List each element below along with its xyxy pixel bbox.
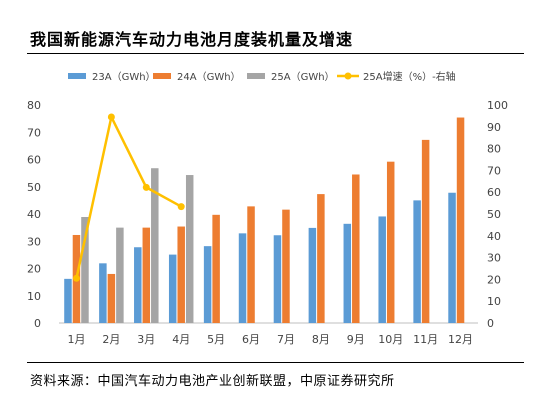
- legend-label: 25A增速（%）-右轴: [363, 70, 456, 83]
- bar: [238, 233, 247, 323]
- y-right-tick-label: 0: [487, 317, 494, 330]
- y-left-tick-label: 50: [27, 181, 41, 194]
- bar: [421, 139, 430, 323]
- bar: [247, 206, 255, 323]
- x-tick-label: 10月: [378, 333, 403, 346]
- y-right-tick-label: 70: [487, 164, 501, 177]
- y-right-tick-label: 50: [487, 208, 501, 221]
- growth-line-path: [75, 115, 182, 279]
- chart-title: 我国新能源汽车动力电池月度装机量及增速: [30, 30, 354, 49]
- x-tick-label: 4月: [172, 333, 190, 346]
- bar: [413, 200, 421, 323]
- bar: [308, 227, 317, 323]
- bar: [343, 223, 352, 323]
- y-left-tick-label: 30: [27, 235, 41, 248]
- bar: [448, 192, 456, 323]
- bar: [116, 227, 124, 323]
- legend-swatch: [153, 73, 171, 79]
- x-tick-label: 3月: [137, 333, 155, 346]
- growth-point: [72, 274, 80, 282]
- x-tick-label: 6月: [242, 333, 260, 346]
- y-right-tick-label: 80: [487, 143, 501, 156]
- x-tick-label: 1月: [67, 333, 85, 346]
- growth-line: [72, 113, 185, 282]
- y-right-tick-label: 100: [487, 99, 508, 112]
- bar: [134, 247, 142, 323]
- x-tick-label: 2月: [102, 333, 120, 346]
- bar: [386, 161, 395, 323]
- y-left-tick-label: 60: [27, 154, 41, 167]
- bar: [282, 209, 290, 323]
- bar: [273, 235, 282, 323]
- bar: [107, 273, 116, 323]
- source-rule: [27, 362, 524, 363]
- y-right-tick-label: 20: [487, 273, 501, 286]
- legend: 23A（GWh） 24A（GWh） 25A（GWh） 25A增速（%）-右轴: [68, 70, 456, 83]
- x-tick-label: 12月: [448, 333, 473, 346]
- bar: [203, 246, 212, 323]
- y-right-tick-label: 90: [487, 121, 501, 134]
- growth-point: [177, 203, 185, 211]
- bar: [81, 216, 89, 323]
- x-tick-label: 7月: [277, 333, 295, 346]
- y-right-tick-label: 30: [487, 252, 501, 265]
- title-rule: [27, 53, 524, 54]
- bar: [378, 216, 386, 323]
- bar: [177, 226, 185, 323]
- x-tick-label: 9月: [347, 333, 365, 346]
- bar: [142, 227, 151, 323]
- bar: [99, 263, 107, 323]
- bar: [212, 214, 220, 323]
- bar: [64, 278, 72, 323]
- growth-point: [142, 183, 150, 191]
- growth-point: [107, 113, 115, 121]
- bar: [352, 174, 360, 323]
- x-tick-label: 11月: [413, 333, 438, 346]
- y-left-tick-label: 20: [27, 263, 41, 276]
- y-right-tick-label: 60: [487, 186, 501, 199]
- y-left-tick-label: 0: [34, 317, 41, 330]
- axes: 0 10 20 30 40 50 60 70 80 0 10 20 30 40 50 60 70 80 90 100 1…: [27, 99, 508, 346]
- legend-swatch: [68, 73, 86, 79]
- y-left-tick-label: 70: [27, 126, 41, 139]
- y-left-tick-label: 10: [27, 290, 41, 303]
- y-left-tick-label: 80: [27, 99, 41, 112]
- bar: [151, 168, 159, 323]
- y-right-tick-label: 10: [487, 295, 501, 308]
- bar: [456, 117, 465, 323]
- x-tick-label: 8月: [312, 333, 330, 346]
- x-tick-label: 5月: [207, 333, 225, 346]
- legend-label: 23A（GWh）: [92, 71, 156, 83]
- bar: [185, 175, 194, 323]
- legend-label: 24A（GWh）: [177, 71, 241, 83]
- source-note: 资料来源：中国汽车动力电池产业创新联盟，中原证券研究所: [30, 374, 395, 389]
- legend-swatch-marker: [344, 72, 352, 80]
- legend-label: 25A（GWh）: [271, 71, 335, 83]
- bar: [168, 254, 177, 323]
- bar: [317, 194, 325, 323]
- y-right-tick-label: 40: [487, 230, 501, 243]
- bars: [64, 117, 465, 323]
- legend-swatch: [247, 73, 265, 79]
- y-left-tick-label: 40: [27, 208, 41, 221]
